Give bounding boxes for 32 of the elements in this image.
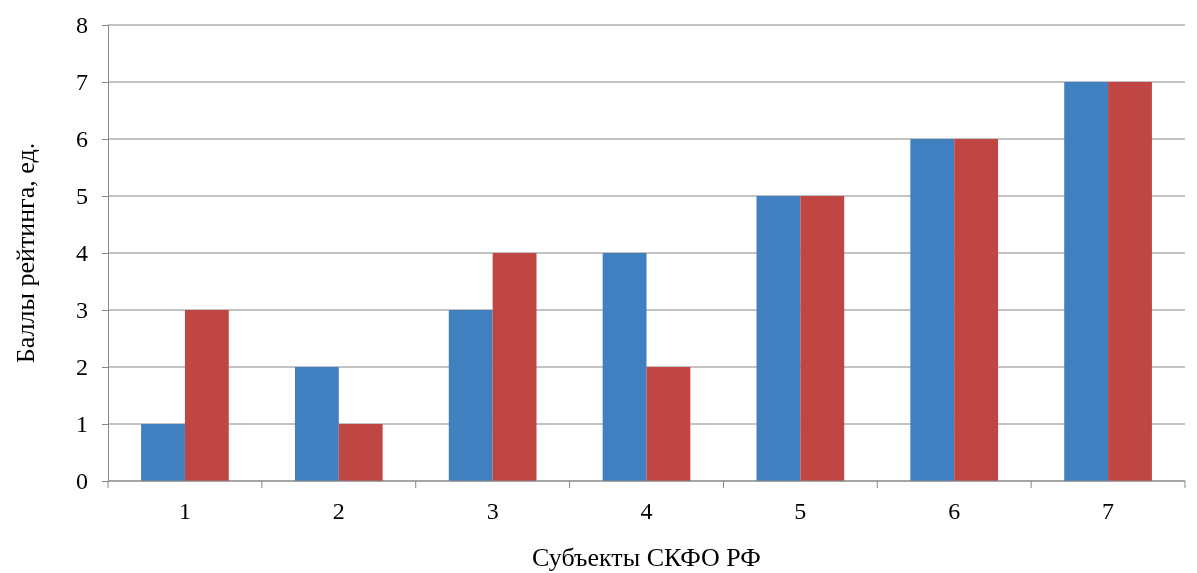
bar bbox=[910, 139, 955, 481]
bar bbox=[338, 424, 383, 481]
y-tick-label: 2 bbox=[76, 354, 88, 381]
y-tick-label: 3 bbox=[76, 297, 88, 324]
x-tick-label: 6 bbox=[948, 498, 961, 524]
x-axis-title: Субъекты СКФО РФ bbox=[532, 543, 761, 572]
bar bbox=[1108, 82, 1152, 481]
bar bbox=[448, 310, 493, 481]
y-tick-label: 0 bbox=[76, 468, 88, 495]
bar bbox=[184, 310, 229, 481]
bar bbox=[492, 253, 537, 481]
bar bbox=[141, 424, 185, 481]
y-tick-label: 1 bbox=[76, 411, 88, 438]
bar bbox=[800, 196, 845, 481]
y-tick-label: 6 bbox=[76, 126, 88, 153]
y-axis-title: Баллы рейтинга, ед. bbox=[11, 142, 40, 364]
y-tick-label: 4 bbox=[76, 240, 88, 267]
x-tick-label: 7 bbox=[1102, 498, 1115, 524]
x-tick-label: 5 bbox=[794, 498, 807, 524]
bar bbox=[646, 367, 691, 481]
bar bbox=[756, 196, 801, 481]
x-tick-label: 3 bbox=[486, 498, 499, 524]
x-tick-label: 4 bbox=[640, 498, 653, 524]
x-tick-label: 2 bbox=[332, 498, 345, 524]
y-tick-label: 8 bbox=[76, 12, 88, 39]
y-tick-label: 5 bbox=[76, 183, 88, 210]
x-tick-label: 1 bbox=[178, 498, 191, 524]
bar bbox=[602, 253, 647, 481]
y-tick-label: 7 bbox=[76, 69, 88, 96]
bar bbox=[1064, 82, 1109, 481]
bar bbox=[294, 367, 339, 481]
bar bbox=[954, 139, 999, 481]
